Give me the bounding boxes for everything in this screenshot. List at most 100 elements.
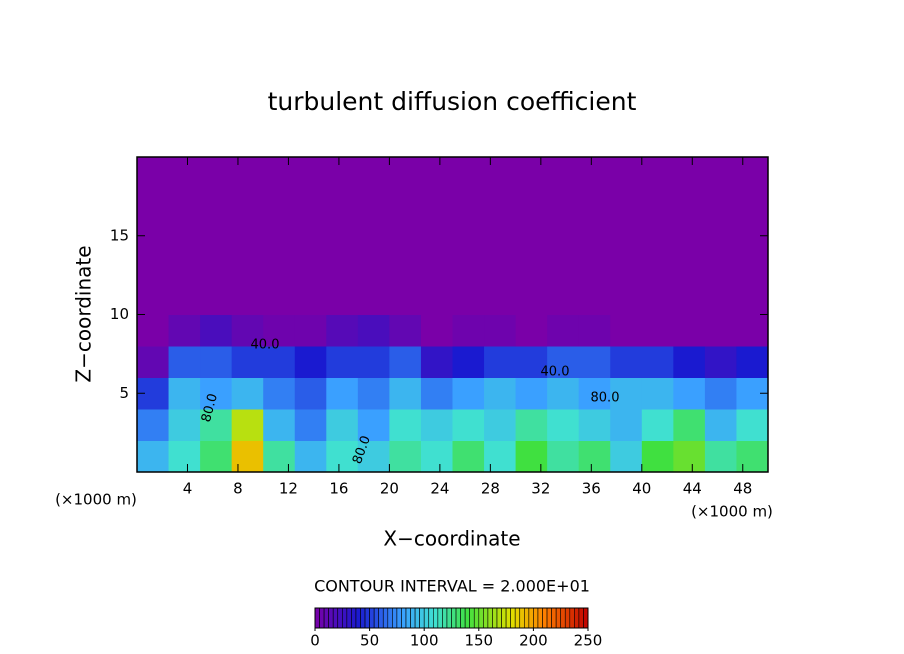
heat-cell — [673, 409, 706, 441]
heat-cell — [294, 251, 327, 284]
heat-cell — [263, 377, 296, 410]
heat-cell — [231, 188, 264, 221]
heat-cell — [484, 283, 517, 315]
heat-cell — [515, 314, 548, 347]
heat-cell — [389, 346, 422, 378]
heat-cell — [515, 377, 548, 410]
heat-cell — [294, 283, 327, 315]
heat-cell — [452, 346, 485, 378]
heat-cell — [610, 157, 643, 189]
heat-cell — [357, 251, 390, 284]
heat-cell — [200, 377, 233, 410]
x-tick-label: 48 — [733, 480, 752, 498]
heat-cell — [357, 220, 390, 252]
heat-cell — [231, 377, 264, 410]
colorbar-swatch — [373, 607, 379, 629]
heat-cell — [389, 314, 422, 347]
heat-cell — [168, 409, 201, 441]
colorbar-tick-label: 50 — [360, 632, 379, 650]
colorbar-swatch — [555, 607, 562, 629]
colorbar-swatch — [578, 607, 584, 629]
colorbar-swatch — [510, 607, 516, 629]
colorbar-swatch — [369, 607, 375, 629]
heat-cell — [200, 220, 233, 252]
heat-cell — [168, 283, 201, 315]
heat-cell — [200, 409, 233, 441]
heat-cell — [673, 440, 706, 473]
heat-cell — [326, 188, 359, 221]
heat-cell — [704, 440, 737, 473]
heat-cell — [736, 409, 769, 441]
heat-cell — [736, 346, 769, 378]
colorbar-swatch — [346, 607, 352, 629]
heat-cell — [736, 188, 769, 221]
colorbar-swatch — [469, 607, 475, 629]
heat-cell — [326, 220, 359, 252]
x-tick-label: 36 — [582, 480, 601, 498]
heat-cell — [452, 251, 485, 284]
heat-cell — [704, 314, 737, 347]
heat-cell — [263, 188, 296, 221]
heat-cell — [547, 220, 580, 252]
heat-cell — [263, 251, 296, 284]
heat-cell — [357, 188, 390, 221]
heat-cell — [231, 314, 264, 347]
heat-cell — [673, 346, 706, 378]
colorbar-swatch — [364, 607, 370, 629]
heat-cell — [420, 377, 453, 410]
heat-cell — [357, 346, 390, 378]
heat-cell — [704, 377, 737, 410]
heat-cell — [484, 251, 517, 284]
colorbar-swatch — [314, 607, 320, 629]
heat-cell — [578, 346, 611, 378]
heat-cell — [641, 377, 674, 410]
colorbar-swatch — [460, 607, 466, 629]
heat-cell — [578, 251, 611, 284]
colorbar-swatch — [501, 607, 507, 629]
colorbar-swatch — [423, 607, 430, 629]
heat-cell — [641, 251, 674, 284]
heat-cell — [610, 220, 643, 252]
colorbar-swatch — [392, 607, 398, 629]
colorbar-tick-label: 0 — [310, 632, 320, 650]
colorbar-swatch — [551, 607, 557, 629]
heat-cell — [641, 283, 674, 315]
heat-cell — [231, 220, 264, 252]
heat-cell — [452, 314, 485, 347]
heat-cell — [263, 409, 296, 441]
heat-cell — [326, 251, 359, 284]
heat-cell — [231, 346, 264, 378]
colorbar-swatch — [537, 607, 543, 629]
heat-cell — [484, 377, 517, 410]
heat-cell — [484, 157, 517, 189]
x-tick-label: 32 — [531, 480, 550, 498]
colorbar-tick-label: 100 — [410, 632, 439, 650]
heat-cell — [168, 251, 201, 284]
heat-cell — [231, 157, 264, 189]
colorbar-swatch — [560, 607, 566, 629]
colorbar-swatch — [528, 607, 534, 629]
heat-cell — [420, 314, 453, 347]
heat-cell — [641, 157, 674, 189]
y-unit-label: (×1000 m) — [55, 491, 137, 509]
heat-cell — [357, 440, 390, 473]
heat-cell — [547, 314, 580, 347]
heat-cell — [420, 157, 453, 189]
heat-cell — [168, 440, 201, 473]
colorbar-swatch — [569, 607, 575, 629]
colorbar-swatch — [337, 607, 343, 629]
heat-cell — [420, 440, 453, 473]
colorbar-swatch — [332, 607, 339, 629]
heat-cell — [452, 377, 485, 410]
heat-cell — [736, 283, 769, 315]
heat-cell — [547, 157, 580, 189]
heat-cell — [673, 314, 706, 347]
colorbar-swatch — [442, 607, 448, 629]
colorbar-swatch — [455, 607, 461, 629]
heat-cell — [484, 188, 517, 221]
heat-cell — [200, 251, 233, 284]
heat-cell — [137, 409, 170, 441]
x-tick-label: 44 — [683, 480, 702, 498]
heat-cell — [452, 440, 485, 473]
colorbar-swatch — [437, 607, 443, 629]
